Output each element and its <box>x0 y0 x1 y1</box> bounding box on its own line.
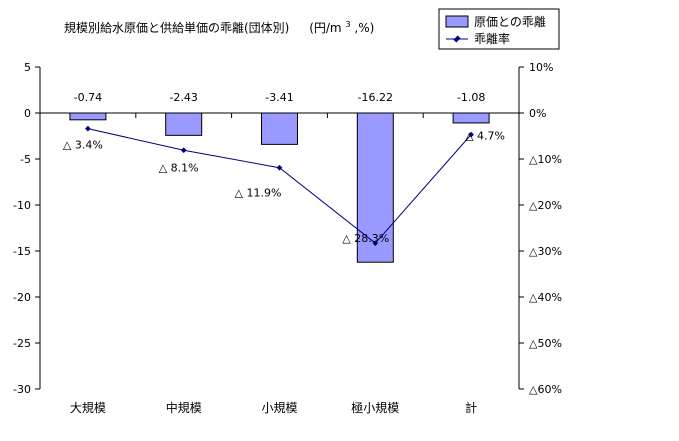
plot-area: 5 0 -5 -10 -15 -20 -25 -30 10% 0% △10% △20% △30% △40%… <box>13 61 562 415</box>
bar <box>261 112 298 145</box>
y-right-tick-label: △50% <box>529 337 562 350</box>
y-right-tick-label: 10% <box>529 61 553 74</box>
chart-title-main: 規模別給水原価と供給単価の乖離(団体別) <box>64 20 289 35</box>
chart-title-unit-tail: ,%) <box>354 21 374 35</box>
legend-bar-swatch <box>445 15 469 28</box>
line-point <box>180 147 187 154</box>
x-tick-label: 極小規模 <box>351 400 399 415</box>
line-point <box>468 131 474 138</box>
x-tick-label: 計 <box>465 400 477 415</box>
chart-title: 規模別給水原価と供給単価の乖離(団体別) (円/m 3 ,%) <box>64 16 374 35</box>
line-data-label: △ 11.9% <box>235 187 282 200</box>
chart-title-unit: (円/m <box>309 21 341 35</box>
x-tick-label: 小規模 <box>261 400 297 415</box>
line-point <box>276 164 283 171</box>
bar <box>69 112 107 121</box>
bar-data-label: -16.22 <box>358 91 393 104</box>
x-tick-label: 中規模 <box>166 400 202 415</box>
y-left-tick-label: -15 <box>13 245 31 258</box>
line-point <box>85 125 91 132</box>
legend-line-label: 乖離率 <box>474 31 510 46</box>
y-left-tick-label: -30 <box>13 383 31 396</box>
y-right-tick-label: △10% <box>529 153 562 166</box>
line-data-label: △ 3.4% <box>63 139 103 152</box>
line-point <box>372 240 379 247</box>
y-left-tick-label: -5 <box>20 153 31 166</box>
x-tick-label: 大規模 <box>70 400 106 415</box>
bar-data-label: -2.43 <box>169 91 197 104</box>
bar <box>356 112 394 263</box>
line-data-label: △ 8.1% <box>159 161 199 174</box>
y-right-tick-label: 0% <box>529 107 546 120</box>
line-data-label: △ 28.3% <box>342 232 389 245</box>
legend-line-marker <box>453 35 461 43</box>
bar-data-label: -0.74 <box>74 91 102 104</box>
chart-title-sup: 3 <box>345 20 350 29</box>
y-right-tick-label: △30% <box>529 245 562 258</box>
line-data-label: △ 4.7% <box>465 130 505 143</box>
y-right-tick-label: △40% <box>529 291 562 304</box>
y-left-tick-label: -20 <box>13 291 31 304</box>
y-right-tick-label: △20% <box>529 199 562 212</box>
bar <box>165 112 203 136</box>
legend: 原価との乖離 乖離率 <box>438 8 560 50</box>
y-left-tick-label: 0 <box>24 107 31 120</box>
y-right-tick-label: △60% <box>529 383 562 396</box>
y-left-tick-label: 5 <box>24 61 31 74</box>
bar-data-label: -3.41 <box>265 91 293 104</box>
y-left-tick-label: -25 <box>13 337 31 350</box>
bar-data-label: -1.08 <box>457 91 485 104</box>
legend-bar-label: 原価との乖離 <box>474 15 546 29</box>
y-left-tick-label: -10 <box>13 199 31 212</box>
bar <box>452 112 490 124</box>
